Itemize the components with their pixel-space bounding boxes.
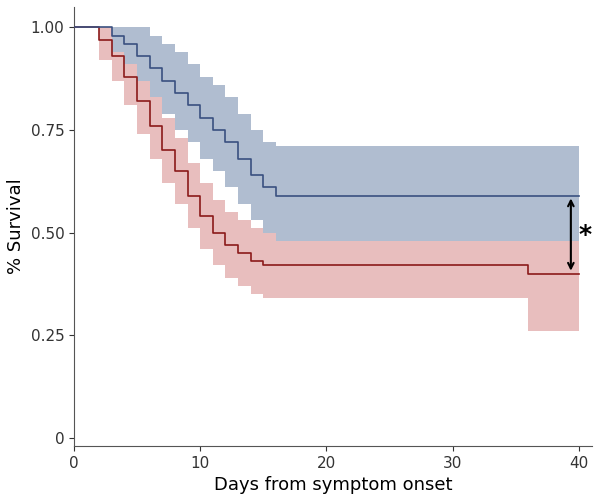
Y-axis label: % Survival: % Survival xyxy=(7,178,25,274)
X-axis label: Days from symptom onset: Days from symptom onset xyxy=(214,476,452,494)
Text: *: * xyxy=(578,222,592,246)
